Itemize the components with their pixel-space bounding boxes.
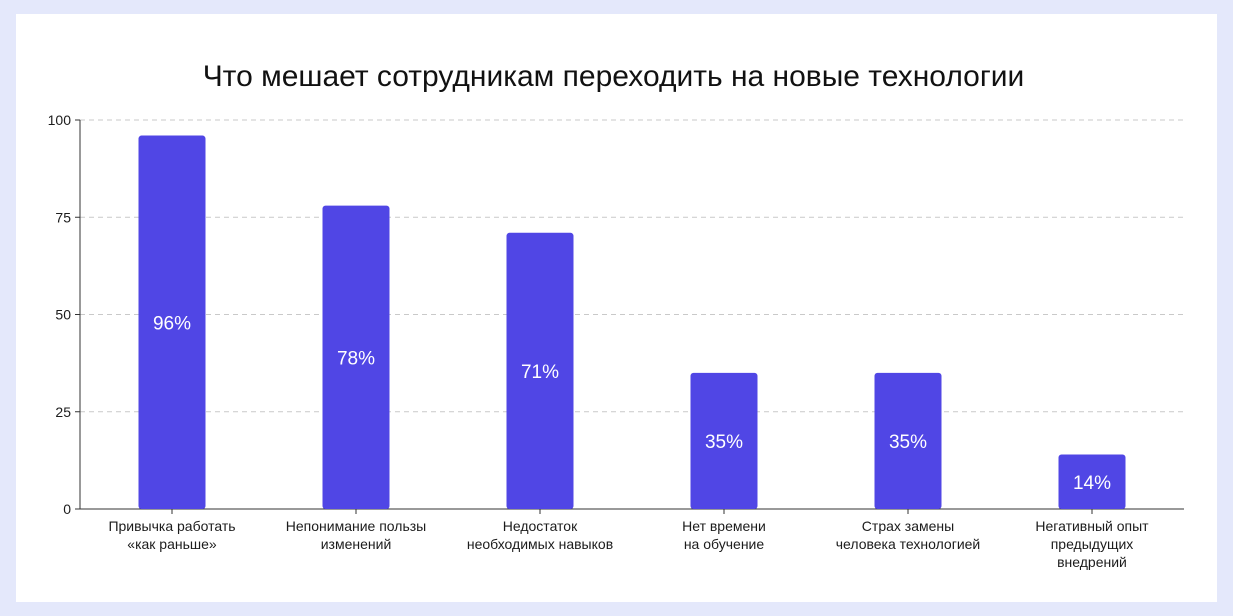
- y-tick-label: 75: [55, 209, 71, 225]
- bar-value-label: 35%: [705, 432, 743, 453]
- bar: [506, 232, 574, 509]
- bar-value-label: 78%: [337, 348, 375, 369]
- bar-chart: 0 25 50 75 100 96% Привычка работать «как раньш…: [48, 112, 1184, 570]
- x-tick-label: Привычка работать «как раньше»: [108, 518, 235, 552]
- x-tick-label: Нет времени на обучение: [682, 518, 766, 552]
- chart-title: Что мешает сотрудникам переходить на нов…: [202, 60, 1025, 93]
- bar-value-label: 14%: [1073, 473, 1111, 494]
- bar: [690, 372, 758, 509]
- y-tick-label: 50: [55, 307, 71, 323]
- bar-value-label: 35%: [889, 432, 927, 453]
- y-tick-label: 0: [63, 501, 71, 517]
- y-tick-label: 25: [55, 404, 71, 420]
- bar: [138, 135, 206, 509]
- x-tick-label: Непонимание пользы изменений: [286, 518, 426, 552]
- bar: [322, 205, 390, 509]
- x-tick-label: Недостаток необходимых навыков: [467, 518, 613, 552]
- bar: [874, 372, 942, 509]
- x-tick-label: Страх замены человека технологией: [836, 518, 981, 552]
- bar-value-label: 96%: [153, 313, 191, 334]
- bar: [1058, 454, 1126, 509]
- x-tick-label: Негативный опыт предыдущих внедрений: [1035, 518, 1149, 570]
- bar-value-label: 71%: [521, 362, 559, 383]
- chart-card: Что мешает сотрудникам переходить на нов…: [16, 14, 1217, 602]
- y-tick-label: 100: [48, 112, 72, 128]
